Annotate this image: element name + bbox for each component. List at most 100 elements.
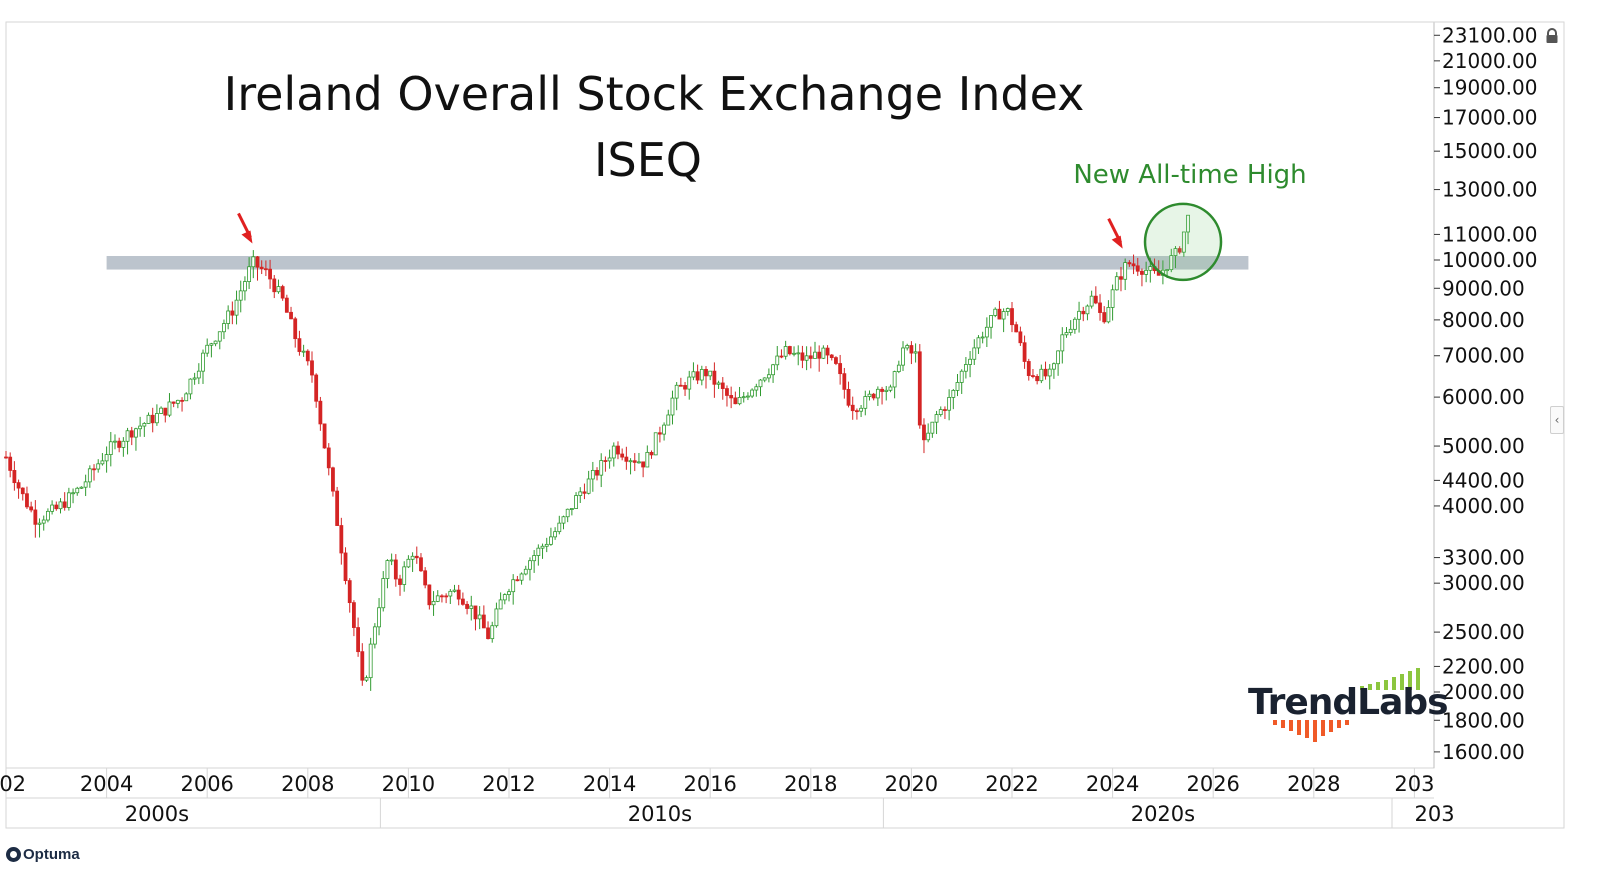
candle-body — [297, 338, 302, 352]
y-tick-label: 1600.00 — [1442, 740, 1525, 764]
x-tick-label: 2020 — [885, 772, 938, 796]
candle-body — [557, 522, 562, 533]
candle-body — [247, 266, 252, 282]
resistance-band-layer — [106, 256, 1249, 270]
candle-body — [515, 579, 520, 582]
chevron-left-icon[interactable]: ‹ — [1550, 406, 1564, 434]
plot-area-border — [5, 21, 1435, 769]
candle-body — [184, 393, 189, 402]
candle-body — [746, 395, 750, 398]
decade-label: 2020s — [1131, 802, 1195, 826]
candle-body — [704, 369, 708, 377]
candle-body — [1001, 311, 1006, 320]
candle-body — [238, 290, 243, 301]
candle-body — [1140, 270, 1144, 275]
logo-up-bar — [1368, 684, 1372, 690]
y-tick-label: 19000.00 — [1442, 76, 1537, 100]
logo-down-bar — [1329, 720, 1333, 732]
candle-body — [909, 345, 914, 354]
candle-body — [490, 625, 495, 640]
candle-body — [310, 360, 314, 376]
y-tick-label: 8000.00 — [1442, 308, 1525, 332]
candle-body — [565, 508, 570, 518]
candle-body — [477, 614, 482, 620]
candle-body — [368, 643, 373, 679]
candle-body — [29, 506, 34, 511]
candle-body — [343, 552, 348, 582]
candle-body — [372, 626, 377, 645]
candle-body — [926, 432, 931, 441]
y-tick-label: 2000.00 — [1442, 680, 1525, 704]
candle-body — [955, 382, 960, 391]
candle-body — [792, 352, 796, 355]
candle-body — [674, 384, 679, 399]
candle-body — [150, 414, 155, 424]
candle-body — [540, 545, 545, 549]
decade-label: 2000s — [125, 802, 189, 826]
candle-body — [50, 504, 55, 512]
candle-body — [1119, 276, 1123, 280]
candle-body — [796, 352, 801, 355]
candle-body — [611, 445, 616, 459]
candle-body — [347, 580, 352, 604]
y-tick-label: 23100.00 — [1442, 23, 1537, 47]
candle-body — [834, 357, 838, 364]
logo-down-bar — [1289, 720, 1293, 731]
candle-body — [1077, 310, 1081, 320]
candle-body — [423, 570, 428, 586]
candle-body — [536, 547, 541, 556]
lock-icon[interactable] — [1544, 28, 1560, 44]
candle-body — [561, 516, 566, 524]
candle-body — [800, 352, 805, 361]
candle-body — [318, 400, 323, 425]
candle-body — [838, 363, 843, 375]
logo-down-bar — [1337, 720, 1341, 728]
candle-body — [8, 456, 13, 471]
candle-body — [293, 318, 298, 340]
candle-body — [762, 377, 767, 381]
x-tick-label: 2018 — [784, 772, 837, 796]
candle-body — [37, 522, 42, 525]
candle-body — [16, 482, 21, 489]
candle-body — [624, 456, 629, 462]
candle-body — [486, 627, 490, 640]
candle-body — [121, 440, 126, 448]
candle-body — [335, 490, 340, 526]
candle-body — [1035, 376, 1040, 382]
x-tick-label: 2024 — [1086, 772, 1139, 796]
candle-body — [276, 286, 281, 293]
candle-body — [720, 382, 725, 389]
optuma-logo: Optuma — [6, 846, 80, 863]
x-tick-label: 2006 — [180, 772, 233, 796]
candle-body — [783, 346, 788, 357]
candle-body — [1014, 324, 1019, 333]
candle-body — [666, 414, 671, 426]
candle-body — [125, 430, 130, 442]
y-tick-label: 5000.00 — [1442, 434, 1525, 458]
candle-body — [431, 600, 436, 606]
candle-body — [507, 591, 511, 596]
candle-body — [217, 331, 222, 342]
candle-body — [582, 491, 587, 494]
candle-body — [427, 584, 432, 606]
candle-body — [972, 347, 977, 360]
trendlabs-logo: TrendLabs — [1248, 668, 1449, 742]
candle-body — [62, 501, 67, 508]
logo-down-bar — [1321, 720, 1325, 736]
candle-body — [997, 308, 1002, 320]
candle-body — [821, 347, 826, 359]
candle-body — [138, 425, 143, 430]
candle-body — [934, 414, 939, 423]
candle-body — [460, 598, 465, 605]
y-tick-label: 4400.00 — [1442, 468, 1525, 492]
candle-body — [549, 536, 553, 545]
candle-body — [352, 602, 356, 628]
candle-body — [959, 370, 964, 383]
candle-body — [825, 347, 830, 356]
candle-body — [578, 491, 583, 496]
candle-body — [590, 469, 595, 480]
candle-body — [444, 595, 449, 598]
candle-body — [226, 310, 231, 324]
